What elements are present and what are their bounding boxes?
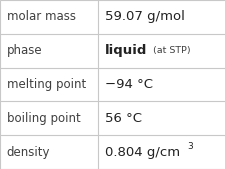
Text: density: density	[7, 146, 50, 159]
Text: molar mass: molar mass	[7, 10, 75, 23]
Text: 56 °C: 56 °C	[105, 112, 142, 125]
Text: −94 °C: −94 °C	[105, 78, 152, 91]
Text: 3: 3	[187, 141, 192, 151]
Text: 0.804 g/cm: 0.804 g/cm	[105, 146, 179, 159]
Text: (at STP): (at STP)	[150, 46, 190, 55]
Text: 59.07 g/mol: 59.07 g/mol	[105, 10, 184, 23]
Text: liquid: liquid	[105, 44, 147, 57]
Text: melting point: melting point	[7, 78, 86, 91]
Text: phase: phase	[7, 44, 42, 57]
Text: boiling point: boiling point	[7, 112, 80, 125]
